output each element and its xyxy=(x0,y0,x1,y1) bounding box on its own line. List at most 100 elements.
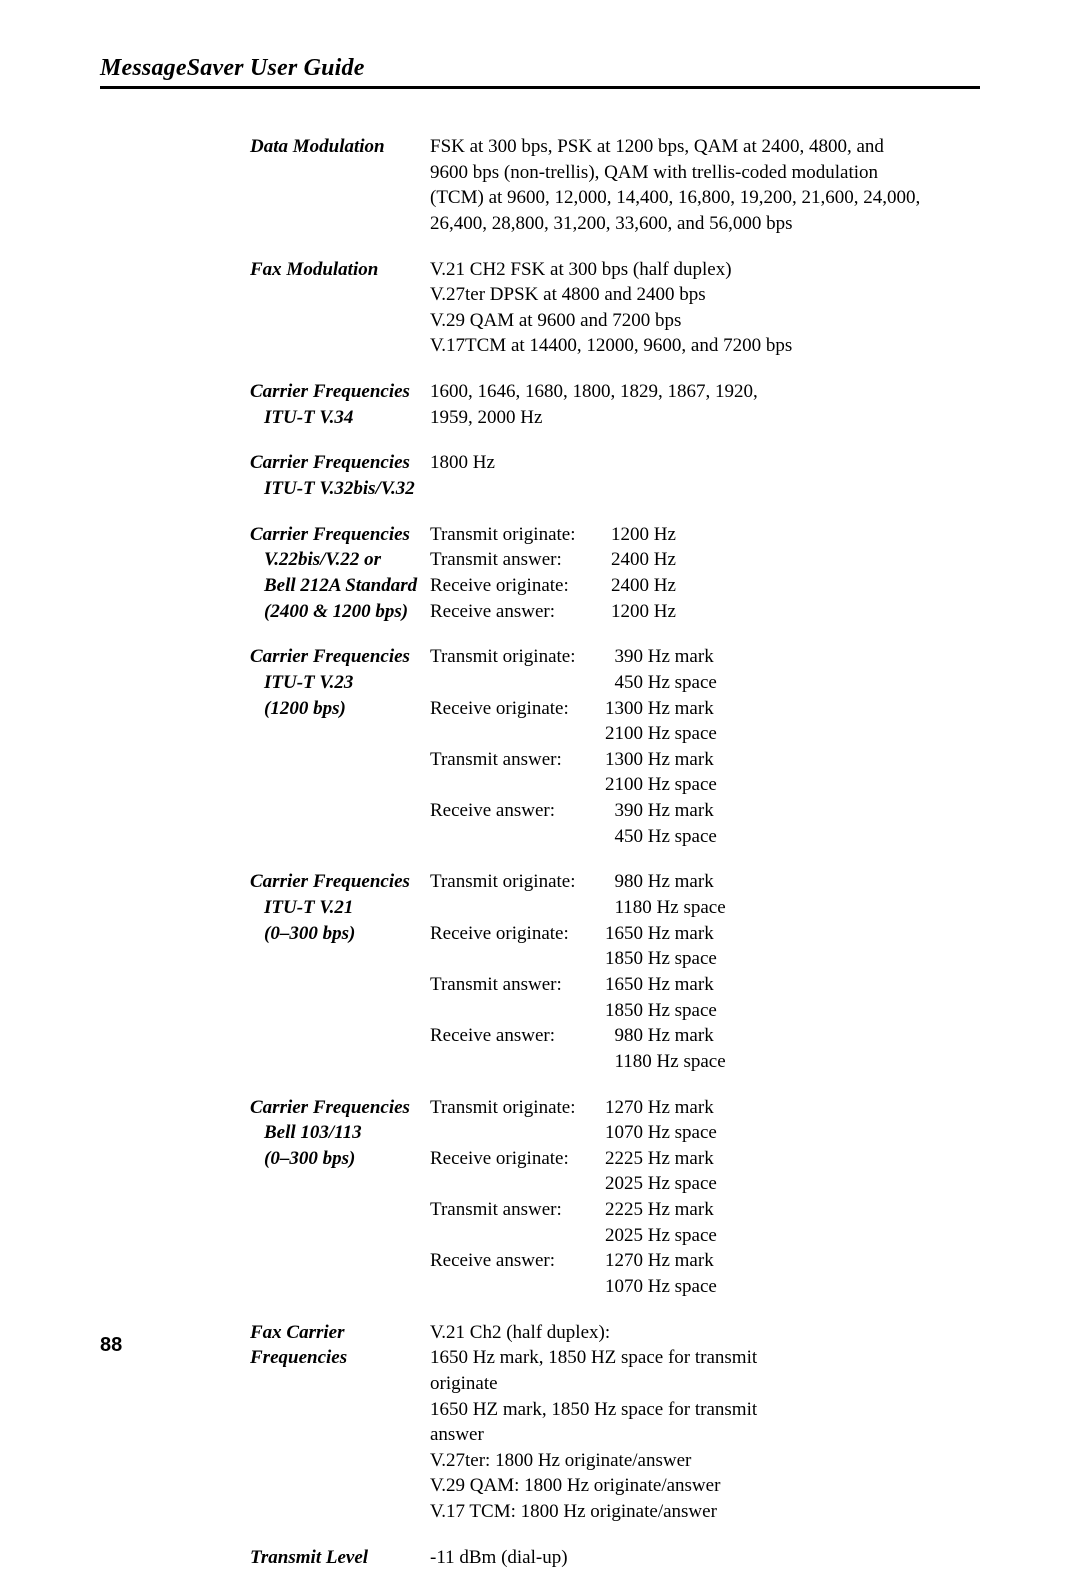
spec-label-line: Bell 212A Standard xyxy=(250,573,420,599)
spec-label-line: (0–300 bps) xyxy=(250,921,420,947)
spec-label: Fax CarrierFrequencies xyxy=(250,1320,430,1525)
freq-space: 1180 Hz space xyxy=(605,1049,980,1075)
spec-value-line: 1959, 2000 Hz xyxy=(430,405,980,431)
spec-value: Transmit originate: 980 Hz mark 1180 Hz … xyxy=(430,869,980,1074)
freq-key: Receive answer: xyxy=(430,1023,605,1049)
spec-value: 1600, 1646, 1680, 1800, 1829, 1867, 1920… xyxy=(430,379,980,430)
freq-key: Receive answer: xyxy=(430,599,605,625)
spec-label: Data Modulation xyxy=(250,134,430,237)
spec-value-line: 1600, 1646, 1680, 1800, 1829, 1867, 1920… xyxy=(430,379,980,405)
freq-key-empty xyxy=(430,1120,605,1146)
spec-value-line: 1650 HZ mark, 1850 Hz space for transmit xyxy=(430,1397,980,1423)
frequency-mark-space-table: Transmit originate:1270 Hz mark1070 Hz s… xyxy=(430,1095,980,1300)
spec-value: Transmit originate:1270 Hz mark1070 Hz s… xyxy=(430,1095,980,1300)
spec-value-line: 9600 bps (non-trellis), QAM with trellis… xyxy=(430,160,980,186)
freq-key: Receive originate: xyxy=(430,921,605,947)
spec-label-line: Carrier Frequencies xyxy=(250,450,420,476)
freq-key: Transmit answer: xyxy=(430,1197,605,1223)
spec-entry: Carrier FrequenciesITU-T V.34 1600, 1646,… xyxy=(250,379,980,430)
freq-mark: 2225 Hz mark xyxy=(605,1146,980,1172)
spec-entry: Carrier FrequenciesITU-T V.32bis/V.32180… xyxy=(250,450,980,501)
spec-entry: Data ModulationFSK at 300 bps, PSK at 12… xyxy=(250,134,980,237)
spec-label-line: (0–300 bps) xyxy=(250,1146,420,1172)
freq-key-empty xyxy=(430,895,605,921)
freq-key: Transmit originate: xyxy=(430,522,605,548)
freq-key-empty xyxy=(430,1274,605,1300)
freq-value: 2400 Hz xyxy=(605,547,980,573)
spec-value-line: -11 dBm (dial-up) xyxy=(430,1545,980,1570)
freq-key: Receive answer: xyxy=(430,798,605,824)
spec-value-line: V.29 QAM at 9600 and 7200 bps xyxy=(430,308,980,334)
spec-value: V.21 Ch2 (half duplex):1650 Hz mark, 185… xyxy=(430,1320,980,1525)
freq-mark: 980 Hz mark xyxy=(605,869,980,895)
freq-key-empty xyxy=(430,772,605,798)
freq-mark: 390 Hz mark xyxy=(605,798,980,824)
spec-label: Carrier FrequenciesITU-T V.21(0–300 bps) xyxy=(250,869,430,1074)
freq-space: 2100 Hz space xyxy=(605,772,980,798)
spec-value-line: V.17TCM at 14400, 12000, 9600, and 7200 … xyxy=(430,333,980,359)
spec-label-line: Fax Carrier xyxy=(250,1320,420,1346)
freq-key: Receive answer: xyxy=(430,1248,605,1274)
spec-label-line: ITU-T V.32bis/V.32 xyxy=(250,476,420,502)
spec-label-line: Carrier Frequencies xyxy=(250,869,420,895)
spec-entry: Carrier FrequenciesITU-T V.23(1200 bps) T… xyxy=(250,644,980,849)
freq-key-empty xyxy=(430,946,605,972)
freq-mark: 1300 Hz mark xyxy=(605,696,980,722)
spec-label: Carrier FrequenciesBell 103/113(0–300 bp… xyxy=(250,1095,430,1300)
freq-space: 2025 Hz space xyxy=(605,1171,980,1197)
freq-mark: 2225 Hz mark xyxy=(605,1197,980,1223)
freq-key: Transmit originate: xyxy=(430,1095,605,1121)
spec-label-line: (2400 & 1200 bps) xyxy=(250,599,420,625)
spec-entry: Transmit Level -11 dBm (dial-up) xyxy=(250,1545,980,1570)
freq-key: Receive originate: xyxy=(430,696,605,722)
freq-value: 2400 Hz xyxy=(605,573,980,599)
freq-key-empty xyxy=(430,721,605,747)
freq-key-empty xyxy=(430,1171,605,1197)
freq-key: Transmit answer: xyxy=(430,547,605,573)
spec-label-line: ITU-T V.21 xyxy=(250,895,420,921)
freq-mark: 1270 Hz mark xyxy=(605,1248,980,1274)
spec-value-line: V.21 Ch2 (half duplex): xyxy=(430,1320,980,1346)
spec-label-line: V.22bis/V.22 or xyxy=(250,547,420,573)
freq-mark: 1270 Hz mark xyxy=(605,1095,980,1121)
spec-label-line: Carrier Frequencies xyxy=(250,644,420,670)
spec-value-line: 26,400, 28,800, 31,200, 33,600, and 56,0… xyxy=(430,211,980,237)
freq-key: Transmit answer: xyxy=(430,972,605,998)
freq-key-empty xyxy=(430,670,605,696)
frequency-mark-space-table: Transmit originate: 980 Hz mark 1180 Hz … xyxy=(430,869,980,1074)
page-header: MessageSaver User Guide xyxy=(100,55,980,89)
freq-key: Receive originate: xyxy=(430,573,605,599)
freq-space: 2025 Hz space xyxy=(605,1223,980,1249)
spec-label-line: ITU-T V.23 xyxy=(250,670,420,696)
freq-key: Receive originate: xyxy=(430,1146,605,1172)
freq-space: 1850 Hz space xyxy=(605,998,980,1024)
freq-value: 1200 Hz xyxy=(605,599,980,625)
spec-value-line: originate xyxy=(430,1371,980,1397)
freq-space: 1070 Hz space xyxy=(605,1274,980,1300)
spec-value: -11 dBm (dial-up) xyxy=(430,1545,980,1570)
spec-value-line: FSK at 300 bps, PSK at 1200 bps, QAM at … xyxy=(430,134,980,160)
frequency-mark-space-table: Transmit originate: 390 Hz mark 450 Hz s… xyxy=(430,644,980,849)
freq-mark: 1650 Hz mark xyxy=(605,972,980,998)
spec-entry: Carrier FrequenciesV.22bis/V.22 orBell 2… xyxy=(250,522,980,625)
spec-value: 1800 Hz xyxy=(430,450,980,501)
spec-label: Fax Modulation xyxy=(250,257,430,360)
freq-space: 1850 Hz space xyxy=(605,946,980,972)
spec-value-line: V.27ter: 1800 Hz originate/answer xyxy=(430,1448,980,1474)
spec-label-line: Transmit Level xyxy=(250,1545,420,1570)
spec-value-line: V.29 QAM: 1800 Hz originate/answer xyxy=(430,1473,980,1499)
spec-value-line: 1650 Hz mark, 1850 HZ space for transmit xyxy=(430,1345,980,1371)
freq-key-empty xyxy=(430,1049,605,1075)
spec-value: FSK at 300 bps, PSK at 1200 bps, QAM at … xyxy=(430,134,980,237)
freq-space: 1180 Hz space xyxy=(605,895,980,921)
spec-label-line: (1200 bps) xyxy=(250,696,420,722)
freq-key: Transmit answer: xyxy=(430,747,605,773)
spec-label-line: ITU-T V.34 xyxy=(250,405,420,431)
spec-label: Carrier FrequenciesITU-T V.32bis/V.32 xyxy=(250,450,430,501)
freq-space: 1070 Hz space xyxy=(605,1120,980,1146)
spec-value-line: V.17 TCM: 1800 Hz originate/answer xyxy=(430,1499,980,1525)
spec-value-line: V.27ter DPSK at 4800 and 2400 bps xyxy=(430,282,980,308)
freq-key-empty xyxy=(430,1223,605,1249)
spec-label-line: Carrier Frequencies xyxy=(250,379,420,405)
freq-space: 450 Hz space xyxy=(605,824,980,850)
